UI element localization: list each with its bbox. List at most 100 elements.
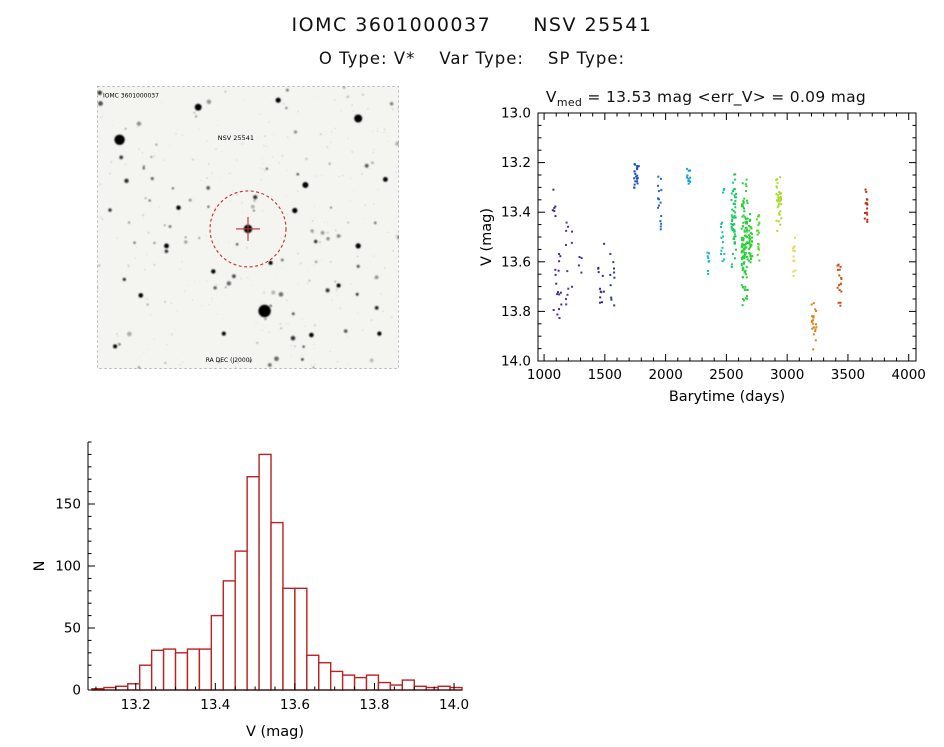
noise-dot <box>357 312 359 314</box>
noise-dot <box>293 238 295 240</box>
star <box>143 165 145 167</box>
noise-dot <box>313 205 316 208</box>
noise-dot <box>273 250 274 252</box>
data-point <box>633 177 636 180</box>
data-point <box>811 315 814 318</box>
target-marker <box>209 190 287 268</box>
data-point <box>740 236 743 239</box>
star <box>302 345 305 348</box>
star <box>221 331 226 336</box>
noise-dot <box>182 351 184 354</box>
star <box>371 161 374 165</box>
data-point <box>742 202 745 205</box>
data-point <box>751 240 753 243</box>
data-point <box>741 204 743 207</box>
data-point <box>597 266 600 269</box>
noise-dot <box>337 175 341 178</box>
noise-dot <box>396 107 399 110</box>
star <box>142 167 145 170</box>
data-point <box>723 252 726 255</box>
noise-dot <box>351 296 354 298</box>
noise-dot <box>314 217 316 219</box>
star <box>281 155 284 157</box>
noise-dot <box>107 177 109 180</box>
star <box>138 293 144 298</box>
noise-dot <box>229 200 232 202</box>
data-point <box>734 235 737 238</box>
noise-dot <box>236 361 239 365</box>
star <box>369 358 374 363</box>
data-point <box>775 219 778 222</box>
data-point <box>708 252 711 255</box>
data-point <box>746 202 749 205</box>
noise-dot <box>105 275 107 277</box>
data-point <box>866 202 869 205</box>
data-point <box>743 210 746 213</box>
star <box>150 177 154 181</box>
noise-dot <box>307 269 309 271</box>
noise-dot <box>222 318 224 320</box>
data-point <box>743 257 746 260</box>
data-point <box>609 252 612 255</box>
data-point <box>686 174 689 177</box>
data-point <box>750 255 753 258</box>
data-point <box>814 330 817 332</box>
data-point <box>558 293 561 296</box>
noise-dot <box>386 231 388 233</box>
data-point <box>730 192 733 195</box>
data-point <box>558 308 560 311</box>
data-point <box>866 213 869 216</box>
star <box>314 324 316 326</box>
noise-dot <box>279 237 282 240</box>
data-point <box>659 228 662 231</box>
noise-dot <box>199 179 202 182</box>
data-point <box>657 206 659 209</box>
data-point <box>613 271 616 274</box>
star <box>336 289 338 291</box>
noise-dot <box>111 160 113 163</box>
data-point <box>657 184 659 187</box>
main-title: IOMC 3601000037 NSV 25541 <box>0 14 944 36</box>
data-point <box>559 255 562 258</box>
noise-dot <box>187 103 189 105</box>
data-point <box>707 257 710 259</box>
star <box>171 187 174 190</box>
star <box>346 96 348 98</box>
data-point <box>748 229 751 232</box>
noise-dot <box>339 307 342 310</box>
noise-dot <box>223 287 225 289</box>
noise-dot <box>394 170 398 174</box>
otype-label: O Type: V* <box>318 49 416 68</box>
star <box>286 88 289 92</box>
data-point <box>757 231 760 234</box>
noise-dot <box>352 110 354 112</box>
data-point <box>836 264 839 267</box>
lightcurve-axes <box>537 112 917 362</box>
data-point <box>742 286 745 289</box>
data-point <box>779 223 782 226</box>
noise-dot <box>351 104 354 107</box>
data-point <box>613 267 615 270</box>
noise-dot <box>387 140 390 142</box>
star <box>389 102 394 106</box>
noise-dot <box>331 134 333 136</box>
data-point <box>741 304 744 307</box>
data-point <box>554 215 557 218</box>
noise-dot <box>194 280 196 283</box>
data-point <box>636 182 639 185</box>
noise-dot <box>212 300 214 302</box>
noise-dot <box>134 257 137 260</box>
data-point <box>777 204 780 207</box>
noise-dot <box>136 126 138 129</box>
star <box>268 260 273 265</box>
data-point <box>744 246 747 249</box>
x-tick-label: 13.6 <box>280 697 310 713</box>
star <box>164 243 169 249</box>
data-point <box>706 251 709 254</box>
data-point <box>577 264 580 267</box>
noise-dot <box>282 102 285 105</box>
target-circle <box>209 190 287 268</box>
noise-dot <box>394 234 397 237</box>
data-point <box>777 196 780 199</box>
data-point <box>733 223 736 226</box>
